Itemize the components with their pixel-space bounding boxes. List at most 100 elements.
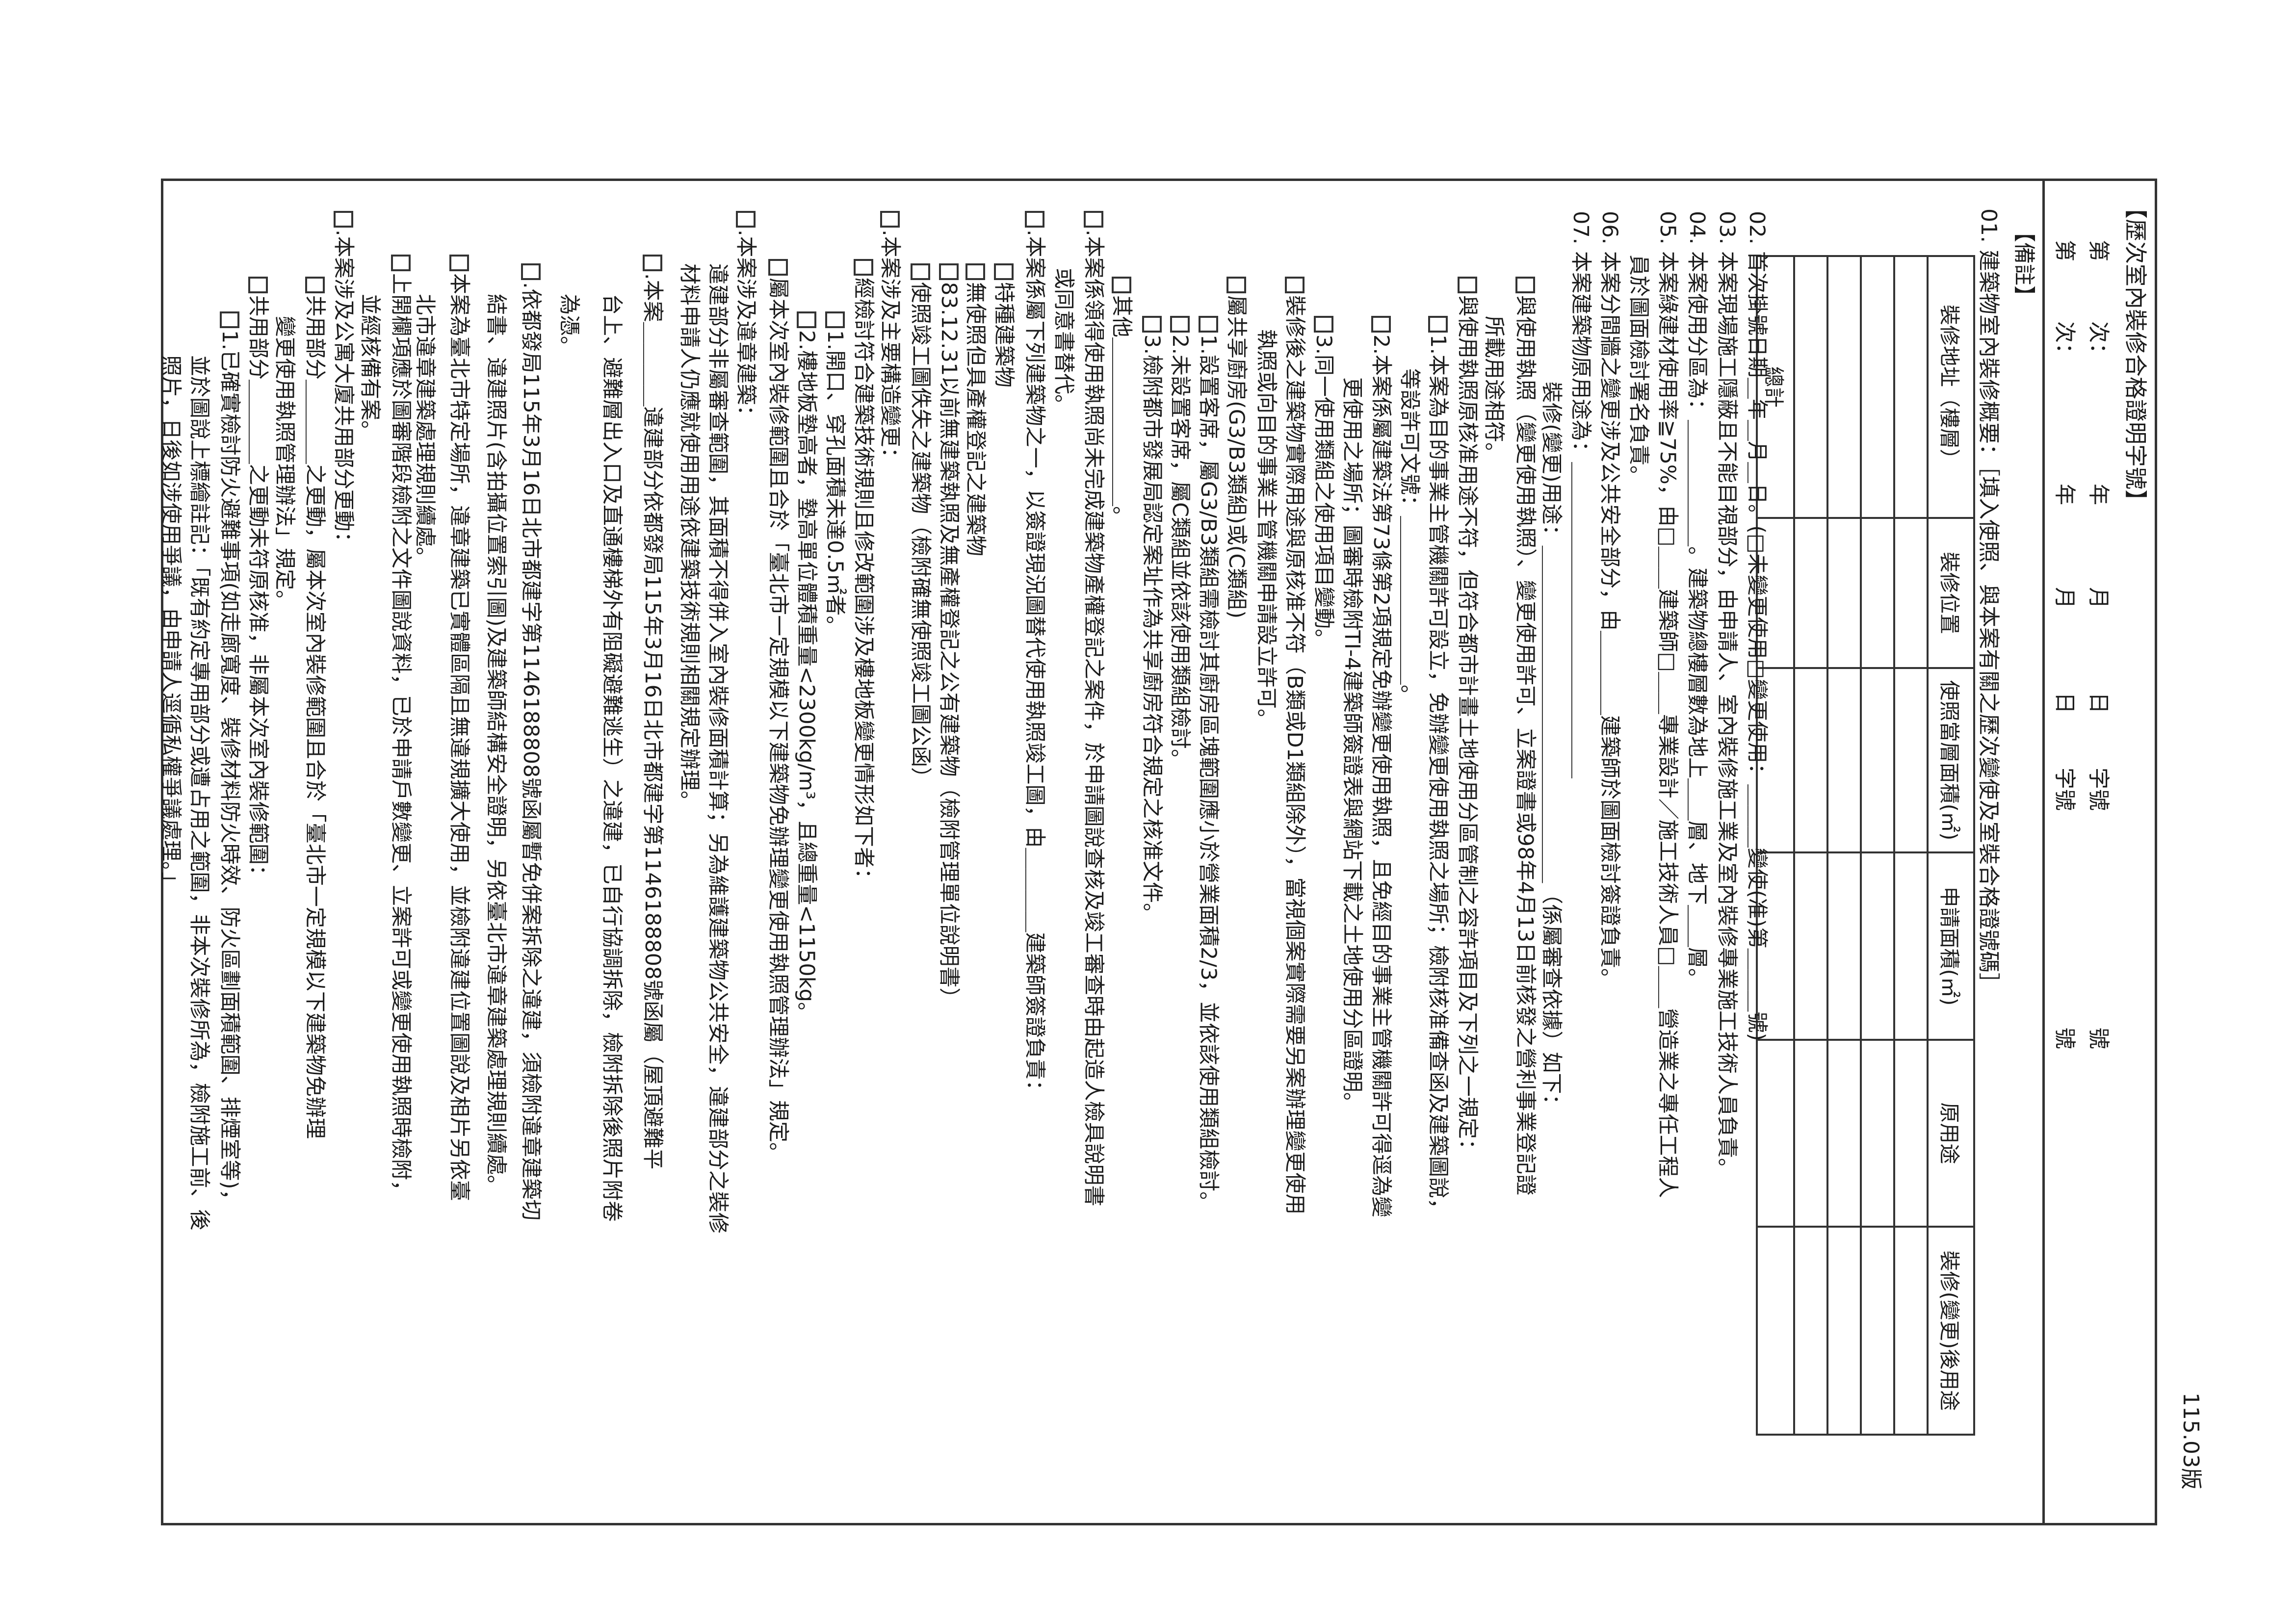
remark-line: 05. 本案綠建材使用率≧75%，由□＿＿建築師□＿＿專業設計／施工技術人員□＿…: [1655, 211, 1680, 1198]
checkbox[interactable]: [854, 259, 873, 276]
certificate-history-box: 【歷次室內裝修合格證明字號】 第 次： 年 月 日 字號 號 第 次： 年 月 …: [2042, 181, 2155, 1523]
checkbox[interactable]: [248, 277, 268, 293]
remark-line: 3.同一使用類組之使用項目變動。: [1311, 316, 1336, 650]
remark-line: 02. 首次掛號日期＿年＿月＿日。(□未變更使用□變更使用：＿＿＿變使(准)第＿…: [1745, 211, 1769, 1041]
table-cell[interactable]: [1794, 1040, 1827, 1227]
remark-text: 2.未設置客席，屬C類組並依該使用類組檢討。: [1168, 335, 1192, 771]
table-cell[interactable]: [1894, 1227, 1928, 1435]
checkbox[interactable]: [965, 263, 985, 280]
checkbox[interactable]: [1142, 316, 1162, 333]
table-cell[interactable]: [1827, 1227, 1861, 1435]
checkbox[interactable]: [939, 263, 959, 280]
remark-line: 台上、避難層出入口及直通樓梯外有阻礙避難逃生）之違建，已自行協調拆除，檢附拆除後…: [600, 294, 624, 1222]
remark-line: .本案＿＿＿＿違建部分依都發局115年3月16日北市都建字第1146188808…: [640, 255, 665, 1169]
checkbox[interactable]: [1112, 277, 1131, 293]
checkbox[interactable]: [911, 263, 930, 280]
checkbox[interactable]: [736, 211, 756, 228]
remark-line: .本案涉及主要構造變更：: [878, 211, 902, 468]
remark-text: 本案為臺北市特定場所，違章建築已實體區隔且無違規擴大使用，並檢附違建位置圖說及相…: [447, 273, 471, 1201]
remark-line: 裝修後之建築物實際用途與原核准不符（B類或D1類組除外），當視個案實際需要另案辦…: [1282, 277, 1307, 1214]
remark-line: 執照或向目的事業主管機關申請設立許可。: [1254, 329, 1278, 730]
checkbox[interactable]: [1285, 277, 1305, 293]
table-cell[interactable]: [1827, 668, 1861, 852]
table-cell[interactable]: [1827, 256, 1861, 518]
remark-text: 所載用途相符。: [1482, 316, 1506, 463]
checkbox[interactable]: [220, 311, 239, 328]
remark-line: 無使照但具產權登記之建築物: [963, 263, 988, 556]
table-cell[interactable]: [1861, 1040, 1894, 1227]
table-cell[interactable]: [1757, 1227, 1794, 1435]
column-header: 使照當層面積(㎡): [1928, 668, 1974, 852]
remark-text: 3.同一使用類組之使用項目變動。: [1311, 335, 1336, 650]
table-cell[interactable]: [1827, 1040, 1861, 1227]
remark-text: 07. 本案建築物原用途為：＿＿＿＿＿＿＿＿＿＿＿＿＿＿＿: [1568, 211, 1593, 779]
remark-line: .本案係領得使用執照尚未完成建築物產權登記之案件，於申請圖說查核及竣工審查時由起…: [1081, 211, 1106, 1207]
remark-line: 1.開口、穿孔面積未達0.5㎡者。: [823, 311, 847, 637]
table-cell[interactable]: [1861, 852, 1894, 1040]
remarks-heading: 【備註】: [2011, 221, 2036, 307]
checkbox[interactable]: [1170, 316, 1190, 333]
history-number-label: 號: [2052, 1028, 2077, 1049]
checkbox[interactable]: [797, 311, 816, 328]
remark-line: 違建部分非屬審查範圍，其面積不得併入室內裝修面積計算；另為維護建築物公共安全，違…: [705, 263, 730, 1234]
remark-text: 屬本次室內裝修範圍且合於「臺北市一定規模以下建築物免辦理變更使用執照管理辦法」規…: [766, 278, 790, 1163]
table-cell[interactable]: [1794, 1227, 1827, 1435]
checkbox[interactable]: [1025, 211, 1044, 228]
table-cell[interactable]: [1894, 668, 1928, 852]
remark-line: 1.設置客席，屬G3/B3類組需檢討其廚房區塊範圍應小於營業面積2/3，並依該使…: [1196, 316, 1221, 1212]
checkbox[interactable]: [1314, 316, 1333, 333]
table-cell[interactable]: [1794, 852, 1827, 1040]
checkbox[interactable]: [880, 211, 900, 228]
table-cell[interactable]: [1894, 518, 1928, 668]
remark-text: 台上、避難層出入口及直通樓梯外有阻礙避難逃生）之違建，已自行協調拆除，檢附拆除後…: [600, 294, 624, 1222]
checkbox[interactable]: [768, 259, 788, 276]
remark-text: 等設許可文號：＿＿＿＿＿＿＿＿。: [1397, 368, 1422, 706]
remark-text: 屬共享廚房(G3/B3類組)或(C類組): [1224, 295, 1249, 619]
table-cell[interactable]: [1827, 852, 1861, 1040]
history-year-label: 年: [2086, 484, 2111, 505]
table-cell[interactable]: [1894, 852, 1928, 1040]
checkbox[interactable]: [305, 277, 325, 293]
remark-text: 1.設置客席，屬G3/B3類組需檢討其廚房區塊範圍應小於營業面積2/3，並依該使…: [1196, 335, 1221, 1213]
remark-line: 與使用執照（變更使用執照）、變更使用許可、立案證書或98年4月13日前核發之營利…: [1513, 277, 1538, 1195]
table-cell[interactable]: [1894, 1040, 1928, 1227]
table-cell[interactable]: [1757, 1040, 1794, 1227]
remark-text: 與使用執照原核准用途不符，但符合都市計畫土地使用分區管制之容許項目及下列之一規定…: [1455, 295, 1480, 1160]
checkbox[interactable]: [334, 211, 353, 228]
table-cell[interactable]: [1861, 668, 1894, 852]
checkbox[interactable]: [1226, 277, 1246, 293]
remark-line: 2.本案係屬建築法第73條第2項規定免辦變更使用執照，且免經目的事業主管機關許可…: [1369, 316, 1393, 1217]
table-cell[interactable]: [1794, 668, 1827, 852]
checkbox[interactable]: [1199, 316, 1218, 333]
checkbox[interactable]: [994, 263, 1014, 280]
remark-text: 1.已確實檢討防火避難事項(如走廊寬度、裝修材料防火時效、防火區劃面積範圍、排煙…: [217, 330, 242, 1210]
history-year-label: 年: [2052, 484, 2077, 505]
remark-line: 材料申請人仍應就使用用途依建築技術規則相關規定辦理。: [677, 263, 702, 812]
table-cell[interactable]: [1894, 256, 1928, 518]
remark-text: .本案係屬下列建築物之一，以簽證現況圖替代使用執照竣工圖，由＿＿＿＿建築師簽證負…: [1022, 230, 1047, 1101]
history-month-label: 月: [2052, 587, 2077, 609]
checkbox[interactable]: [449, 255, 469, 271]
table-cell[interactable]: [1794, 518, 1827, 668]
table-cell[interactable]: [1794, 256, 1827, 518]
checkbox[interactable]: [1458, 277, 1477, 293]
checkbox[interactable]: [1084, 211, 1103, 228]
table-cell[interactable]: [1827, 518, 1861, 668]
history-order-label: 第: [2052, 240, 2077, 261]
checkbox[interactable]: [643, 255, 662, 271]
checkbox[interactable]: [521, 263, 541, 280]
remark-line: .本案係屬下列建築物之一，以簽證現況圖替代使用執照竣工圖，由＿＿＿＿建築師簽證負…: [1022, 211, 1047, 1101]
checkbox[interactable]: [1371, 316, 1391, 333]
remark-line: 經檢討符合建築技術規則且修改範圍涉及樓地板變更情形如下者：: [851, 259, 876, 889]
checkbox[interactable]: [1428, 316, 1448, 333]
checkbox[interactable]: [825, 311, 845, 328]
table-cell[interactable]: [1861, 256, 1894, 518]
checkbox[interactable]: [1515, 277, 1535, 293]
remark-text: 83.12.31以前無建築執照及無產權登記之公有建築物（檢附管理單位說明書）: [937, 282, 961, 1009]
table-row: [1827, 256, 1861, 1435]
table-cell[interactable]: [1861, 518, 1894, 668]
item-01-summary-label: 01. 建築物室內裝修概要：［填入使照、與本案有關之歷次變使及室裝合格證號碼］: [1976, 208, 2001, 994]
checkbox[interactable]: [391, 255, 411, 271]
table-cell[interactable]: [1861, 1227, 1894, 1435]
remark-line: 並經核備有案。: [358, 294, 382, 441]
